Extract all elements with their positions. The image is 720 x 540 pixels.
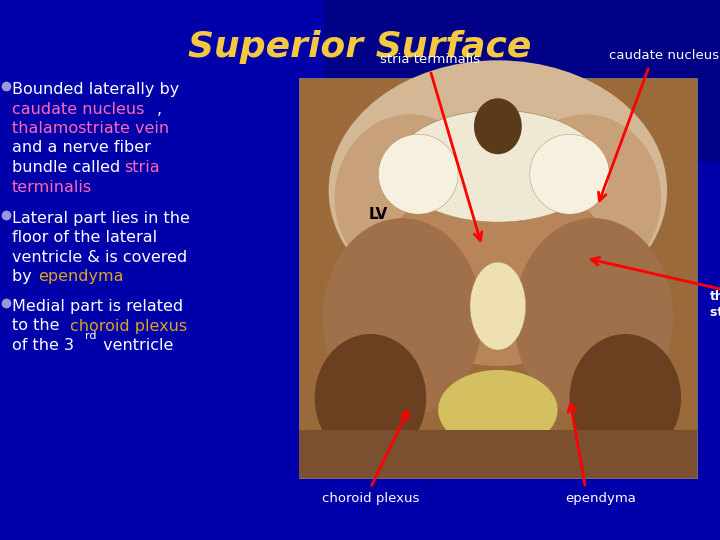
Ellipse shape <box>315 334 426 462</box>
Ellipse shape <box>474 98 522 154</box>
Ellipse shape <box>395 110 601 222</box>
Text: of the 3: of the 3 <box>12 338 74 353</box>
Ellipse shape <box>323 218 482 418</box>
Bar <box>324 0 720 162</box>
Ellipse shape <box>328 60 667 320</box>
Text: to the: to the <box>12 319 65 334</box>
Ellipse shape <box>570 334 681 462</box>
Text: ependyma: ependyma <box>38 269 124 285</box>
Text: stria terminalis: stria terminalis <box>380 53 480 66</box>
Text: thalamo-: thalamo- <box>710 290 720 303</box>
Text: LV: LV <box>369 207 388 221</box>
Ellipse shape <box>514 218 673 418</box>
Text: rd: rd <box>85 331 96 341</box>
Ellipse shape <box>510 114 661 282</box>
Text: terminalis: terminalis <box>12 179 92 194</box>
Text: floor of the lateral: floor of the lateral <box>12 231 157 246</box>
Text: Medial part is related: Medial part is related <box>12 299 183 314</box>
Text: by: by <box>12 269 37 285</box>
Text: stria: stria <box>124 160 160 175</box>
Ellipse shape <box>379 134 458 214</box>
Bar <box>299 430 697 478</box>
Ellipse shape <box>335 114 486 282</box>
Text: choroid plexus: choroid plexus <box>70 319 187 334</box>
Text: choroid plexus: choroid plexus <box>322 492 419 505</box>
Text: and a nerve fiber: and a nerve fiber <box>12 140 151 156</box>
Text: bundle called: bundle called <box>12 160 125 175</box>
Ellipse shape <box>382 174 613 366</box>
Text: caudate nucleus: caudate nucleus <box>609 49 719 62</box>
Ellipse shape <box>438 370 557 450</box>
Text: caudate nucleus: caudate nucleus <box>12 102 145 117</box>
Text: Bounded laterally by: Bounded laterally by <box>12 82 179 97</box>
Ellipse shape <box>470 262 526 350</box>
Text: striate vein: striate vein <box>710 306 720 319</box>
Text: Lateral part lies in the: Lateral part lies in the <box>12 211 190 226</box>
Text: ependyma: ependyma <box>565 492 636 505</box>
Text: Superior Surface: Superior Surface <box>189 30 531 64</box>
Ellipse shape <box>530 134 609 214</box>
Text: ventricle: ventricle <box>98 338 174 353</box>
Text: ventricle & is covered: ventricle & is covered <box>12 250 187 265</box>
Text: thalamostriate vein: thalamostriate vein <box>12 121 169 136</box>
Text: ,: , <box>157 102 162 117</box>
Bar <box>299 78 697 478</box>
